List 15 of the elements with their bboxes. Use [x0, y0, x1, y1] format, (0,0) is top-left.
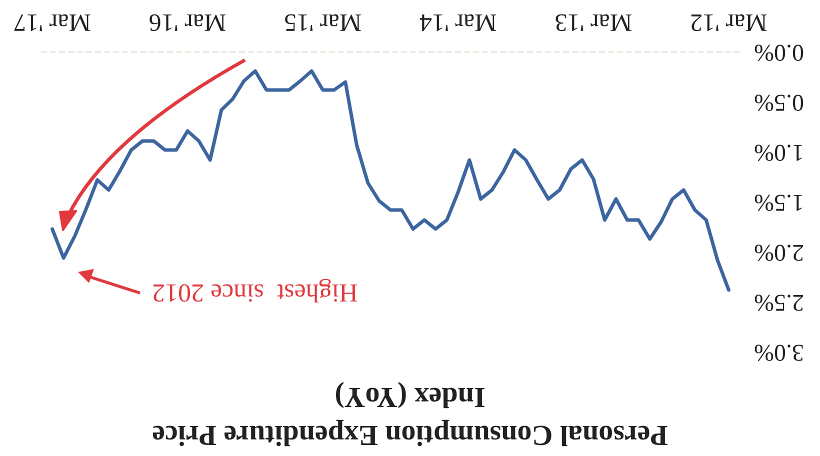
y-tick-label: 0.0%: [754, 39, 804, 65]
y-tick-label: 0.5%: [754, 89, 804, 115]
x-tick-label: Mar '14: [418, 8, 497, 36]
y-tick-label: 2.0%: [754, 239, 804, 265]
x-tick-label: Mar '13: [554, 8, 632, 36]
annotation: Highest since 2012: [152, 278, 358, 308]
text: Personal Consumption Expenditure Price Index (YoY): [151, 380, 669, 453]
y-tick-label: 1.0%: [754, 139, 804, 165]
y-tick-label: 2.5%: [754, 289, 804, 315]
x-tick-label: Mar '17: [14, 8, 91, 36]
x-tick-label: Mar '12: [690, 8, 768, 36]
x-tick-label: Mar '16: [148, 8, 226, 36]
y-tick-label: 3.0%: [754, 339, 804, 365]
x-tick-label: Mar '15: [284, 8, 362, 36]
y-tick-label: 1.5%: [754, 189, 804, 215]
